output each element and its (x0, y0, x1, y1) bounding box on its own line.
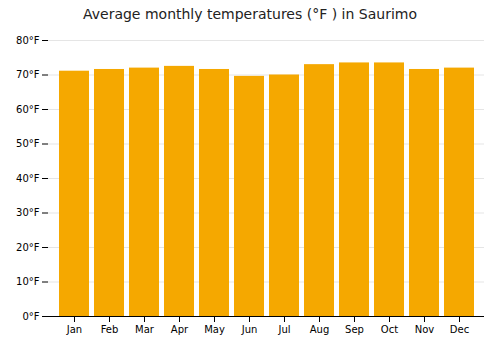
html-text:Average monthly temperatures (: Average monthly temperatures (°F ) in Sa… (83, 6, 417, 22)
svg-text:Mar: Mar (135, 324, 155, 335)
svg-text:50°F: 50°F (16, 138, 40, 149)
svg-text:Jul: Jul (277, 324, 290, 335)
svg-text:May: May (204, 324, 225, 335)
svg-text:80°F: 80°F (16, 35, 40, 46)
svg-text:40°F: 40°F (16, 173, 40, 184)
svg-text:0°F: 0°F (22, 311, 39, 322)
svg-text:Jun: Jun (241, 324, 258, 335)
svg-text:10°F: 10°F (16, 276, 40, 287)
svg-text:Sep: Sep (345, 324, 364, 335)
svg-text:Apr: Apr (171, 324, 189, 335)
svg-text:70°F: 70°F (16, 69, 40, 80)
svg-text:20°F: 20°F (16, 242, 40, 253)
svg-text:Feb: Feb (101, 324, 119, 335)
svg-text:60°F: 60°F (16, 104, 40, 115)
svg-text:Nov: Nov (415, 324, 435, 335)
svg-text:Dec: Dec (450, 324, 469, 335)
svg-text:Aug: Aug (310, 324, 330, 335)
svg-text:Oct: Oct (381, 324, 398, 335)
svg-text:Jan: Jan (66, 324, 82, 335)
svg-text:30°F: 30°F (16, 207, 40, 218)
